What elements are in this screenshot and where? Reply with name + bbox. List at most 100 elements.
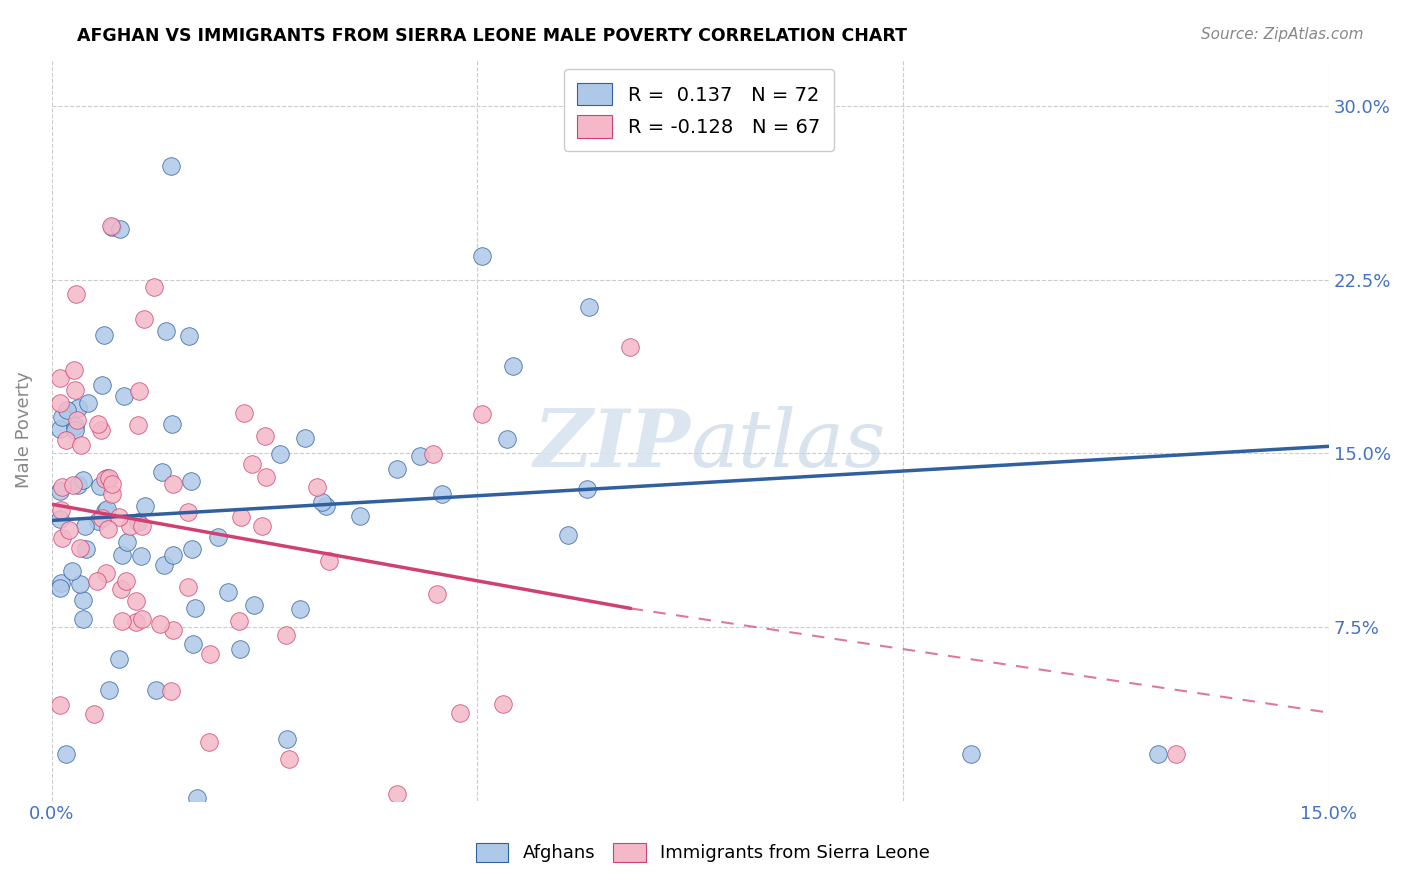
Point — [153, 558, 176, 572]
Point — [385, 462, 408, 476]
Point — [162, 548, 184, 562]
Point — [96, 502, 118, 516]
Point — [89, 478, 111, 492]
Point — [100, 219, 122, 234]
Point — [155, 324, 177, 338]
Point — [49, 396, 72, 410]
Point — [276, 731, 298, 746]
Point — [63, 419, 86, 434]
Point — [131, 519, 153, 533]
Point — [93, 504, 115, 518]
Point — [51, 480, 73, 494]
Point — [269, 447, 291, 461]
Point — [110, 582, 132, 596]
Point — [318, 554, 340, 568]
Point — [217, 584, 239, 599]
Point — [252, 519, 274, 533]
Point — [231, 510, 253, 524]
Point — [98, 682, 121, 697]
Point — [55, 433, 77, 447]
Text: atlas: atlas — [690, 406, 886, 483]
Point — [134, 499, 156, 513]
Point — [49, 483, 72, 498]
Point — [70, 438, 93, 452]
Point — [86, 514, 108, 528]
Point — [125, 593, 148, 607]
Point — [58, 523, 80, 537]
Y-axis label: Male Poverty: Male Poverty — [15, 372, 32, 489]
Point — [1164, 747, 1187, 762]
Point — [65, 287, 87, 301]
Point — [274, 628, 297, 642]
Point — [115, 574, 138, 589]
Point — [160, 684, 183, 698]
Point — [91, 510, 114, 524]
Point — [63, 363, 86, 377]
Point — [66, 401, 89, 415]
Point — [180, 541, 202, 556]
Point — [49, 512, 72, 526]
Point — [63, 423, 86, 437]
Text: Source: ZipAtlas.com: Source: ZipAtlas.com — [1201, 27, 1364, 42]
Point — [228, 614, 250, 628]
Point — [186, 791, 208, 805]
Point — [49, 370, 72, 384]
Point — [56, 402, 79, 417]
Point — [49, 698, 72, 712]
Point — [66, 477, 89, 491]
Point — [496, 432, 519, 446]
Point — [471, 249, 494, 263]
Point — [207, 530, 229, 544]
Point — [129, 549, 152, 564]
Point — [72, 612, 94, 626]
Point — [422, 447, 444, 461]
Point — [49, 576, 72, 591]
Point — [51, 409, 73, 424]
Point — [575, 482, 598, 496]
Point — [471, 407, 494, 421]
Point — [160, 159, 183, 173]
Point — [426, 587, 449, 601]
Point — [49, 502, 72, 516]
Point — [108, 652, 131, 666]
Point — [96, 471, 118, 485]
Text: ZIP: ZIP — [533, 406, 690, 483]
Point — [288, 601, 311, 615]
Point — [75, 519, 97, 533]
Point — [86, 574, 108, 588]
Point — [315, 499, 337, 513]
Point — [111, 548, 134, 562]
Point — [233, 406, 256, 420]
Point — [83, 707, 105, 722]
Point — [107, 510, 129, 524]
Point — [385, 787, 408, 801]
Point — [253, 428, 276, 442]
Point — [311, 495, 333, 509]
Point — [120, 518, 142, 533]
Point — [75, 542, 97, 557]
Point — [128, 384, 150, 398]
Point — [242, 599, 264, 613]
Point — [177, 505, 200, 519]
Point — [432, 487, 454, 501]
Point — [162, 623, 184, 637]
Text: AFGHAN VS IMMIGRANTS FROM SIERRA LEONE MALE POVERTY CORRELATION CHART: AFGHAN VS IMMIGRANTS FROM SIERRA LEONE M… — [77, 27, 907, 45]
Point — [91, 378, 114, 392]
Point — [184, 600, 207, 615]
Point — [198, 735, 221, 749]
Point — [180, 474, 202, 488]
Point — [63, 384, 86, 398]
Point — [1147, 747, 1170, 762]
Point — [77, 396, 100, 410]
Point — [94, 566, 117, 580]
Point — [87, 417, 110, 431]
Point — [492, 698, 515, 712]
Point — [960, 747, 983, 762]
Point — [502, 359, 524, 374]
Point — [94, 472, 117, 486]
Point — [198, 647, 221, 661]
Point — [142, 279, 165, 293]
Point — [62, 478, 84, 492]
Point — [294, 432, 316, 446]
Point — [127, 417, 149, 432]
